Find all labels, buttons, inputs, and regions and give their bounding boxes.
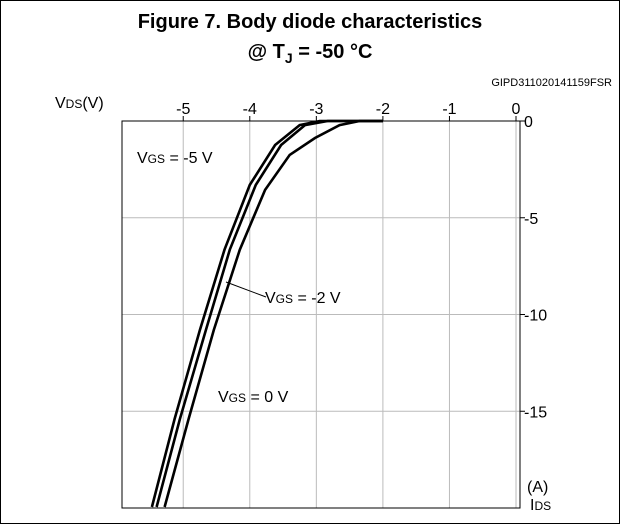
ylabel-sub: DS: [534, 499, 551, 513]
series-line: [163, 119, 383, 508]
x-tick-label: -1: [442, 101, 456, 118]
x-tick-label: 0: [512, 101, 521, 118]
y-tick-label: -10: [524, 308, 547, 325]
series-label-rest: = -2 V: [293, 290, 341, 307]
chart-title: Figure 7. Body diode characteristics: [138, 11, 483, 33]
subtitle-sub: J: [285, 50, 293, 66]
series-label: VGS = 0 V: [218, 389, 289, 406]
y-axis-unit: (A): [527, 479, 548, 496]
xlabel-rest: (V): [82, 95, 103, 112]
chart-subtitle: @ TJ = -50 °C: [248, 41, 373, 66]
series-label-sub: GS: [229, 391, 246, 405]
xlabel-main: V: [55, 95, 66, 112]
x-tick-label: -2: [376, 101, 390, 118]
figure-code: GIPD311020141159FSR: [491, 77, 612, 89]
x-tick-label: -3: [309, 101, 323, 118]
series-label-rest: = 0 V: [246, 389, 289, 406]
x-tick-label: -5: [176, 101, 190, 118]
series-label-main: V: [218, 389, 229, 406]
ylabel-main: I: [530, 497, 534, 514]
series-label-sub: GS: [276, 292, 293, 306]
x-axis-label: VDS(V): [55, 95, 104, 112]
series-label-main: V: [137, 150, 148, 167]
series-label-sub: GS: [148, 152, 165, 166]
y-tick-label: -5: [524, 211, 538, 228]
label-pointer: [225, 281, 267, 298]
y-tick-label: -15: [524, 404, 547, 421]
xlabel-sub: DS: [66, 97, 83, 111]
series-label: VGS = -2 V: [265, 290, 341, 307]
series-label: VGS = -5 V: [137, 150, 213, 167]
series-label-main: V: [265, 290, 276, 307]
y-axis-label: IDS: [530, 497, 551, 514]
subtitle-main: @ T: [248, 41, 285, 63]
y-tick-label: 0: [524, 114, 533, 131]
x-tick-label: -4: [243, 101, 257, 118]
series-label-rest: = -5 V: [165, 150, 213, 167]
series-line: [155, 119, 383, 508]
subtitle-rest: = -50 °C: [293, 41, 373, 63]
